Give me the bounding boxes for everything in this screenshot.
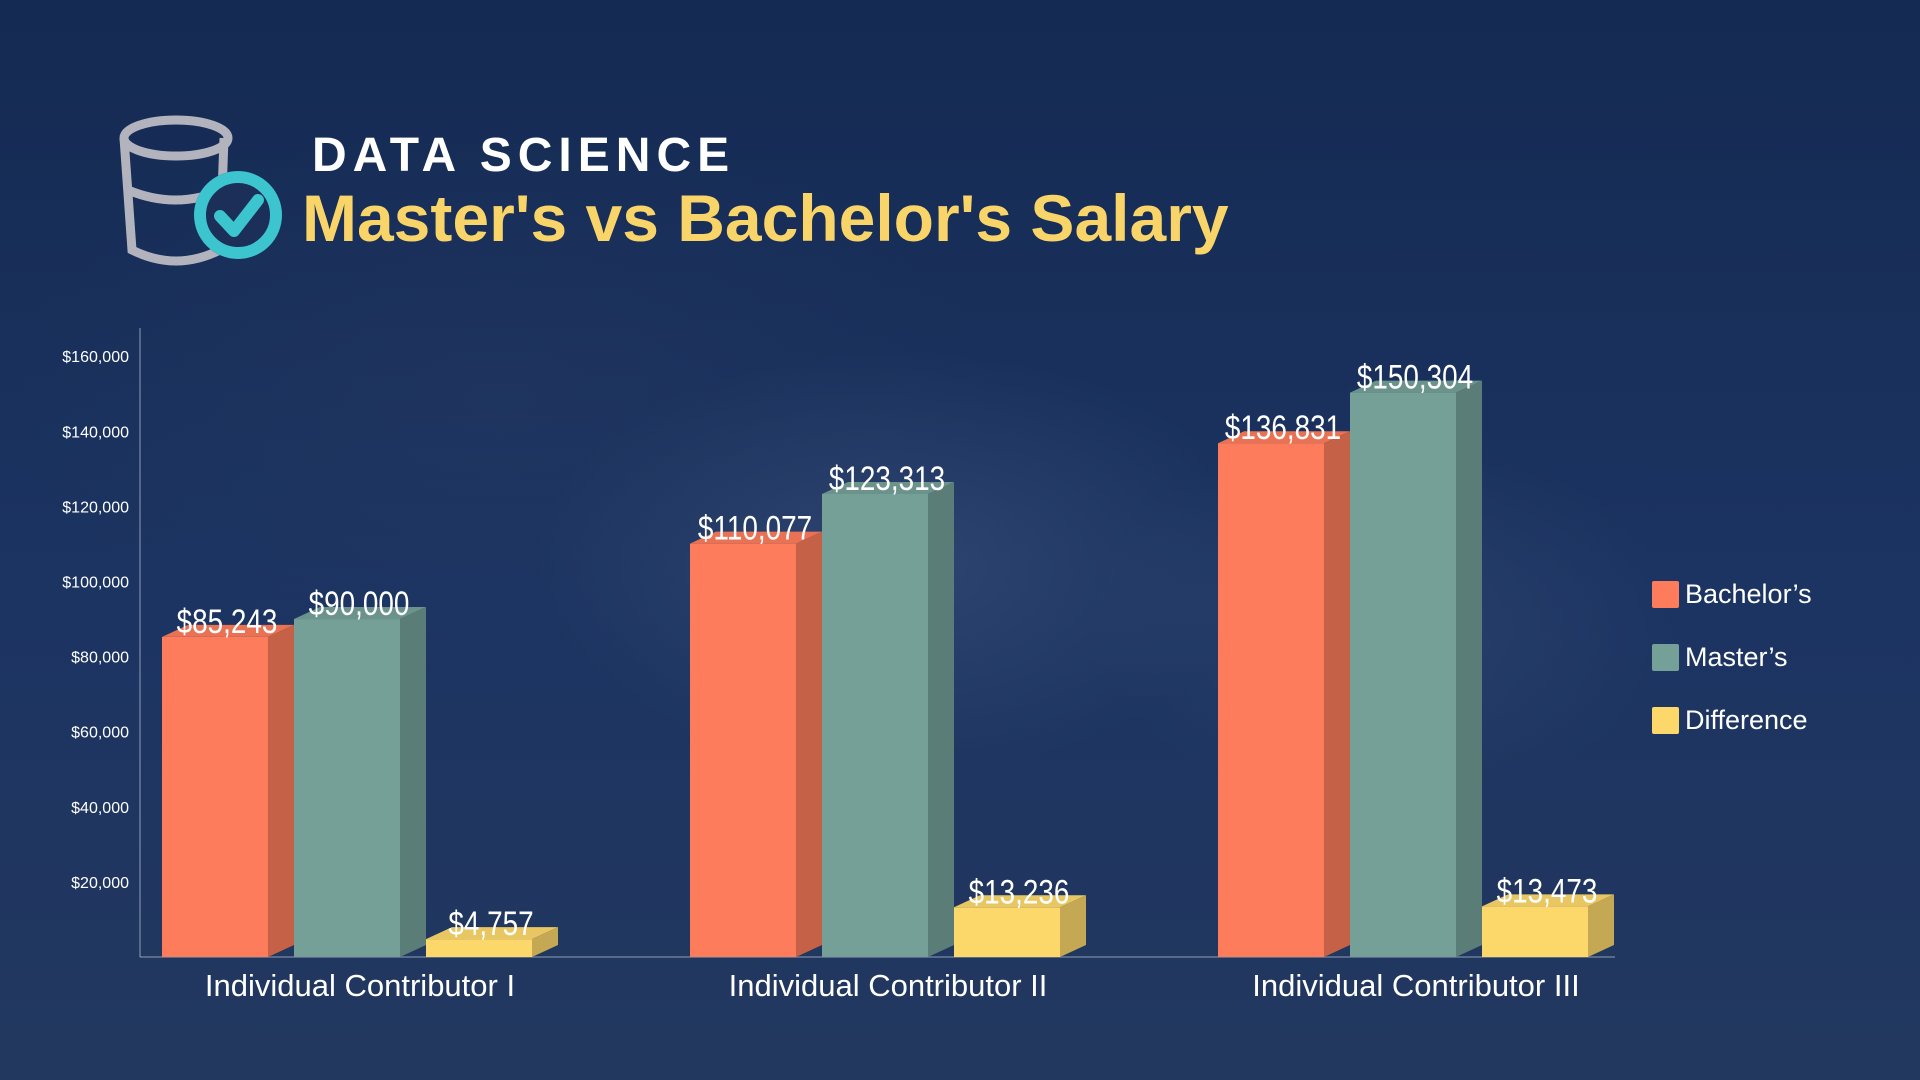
- bar-front-face: [1350, 392, 1456, 957]
- bar-masters: [294, 607, 426, 957]
- bar-bachelors: [1218, 431, 1350, 957]
- bar-side-face: [796, 531, 822, 957]
- bar-front-face: [822, 493, 928, 957]
- x-category-label: Individual Contributor I: [205, 968, 515, 1003]
- y-tick-label: $120,000: [62, 499, 129, 516]
- bar-top-face: [822, 481, 954, 494]
- bar-top-face: [1218, 431, 1350, 444]
- x-category-label: Individual Contributor II: [729, 968, 1048, 1003]
- data-label: $90,000: [309, 584, 410, 622]
- data-label: $13,473: [1497, 872, 1598, 910]
- legend-item-difference: Difference: [1652, 704, 1812, 735]
- bar-side-face: [1588, 894, 1614, 957]
- bar-front-face: [426, 939, 532, 957]
- data-label: $13,236: [969, 873, 1070, 911]
- legend-label-bachelors: Bachelor’s: [1685, 578, 1812, 609]
- bar-difference: [954, 895, 1086, 957]
- bar-front-face: [1482, 906, 1588, 957]
- bar-front-face: [954, 907, 1060, 957]
- bar-side-face: [1324, 431, 1350, 957]
- bars: $85,243 $90,000 $4,757 $110,077 $123,313 $13,…: [162, 358, 1614, 957]
- bar-top-face: [954, 895, 1086, 908]
- data-label: $136,831: [1225, 409, 1341, 447]
- bar-top-face: [162, 624, 294, 637]
- page-title: Master's vs Bachelor's Salary: [302, 181, 1229, 255]
- bar-masters: [1350, 380, 1482, 957]
- database-check-icon: [119, 115, 282, 266]
- bar-bachelors: [162, 624, 294, 957]
- eyebrow-heading: DATA SCIENCE: [312, 129, 736, 182]
- bar-bachelors: [690, 531, 822, 957]
- data-label: $85,243: [177, 602, 278, 640]
- legend-swatch-masters: [1652, 643, 1679, 671]
- y-tick-label: $20,000: [71, 875, 129, 892]
- bar-front-face: [294, 619, 400, 957]
- bar-top-face: [426, 927, 558, 940]
- y-tick-label: $80,000: [71, 650, 129, 667]
- x-axis-labels: Individual Contributor I Individual Contr…: [205, 968, 1580, 1003]
- bar-side-face: [532, 927, 558, 957]
- bar-front-face: [1218, 443, 1324, 957]
- data-label: $110,077: [698, 509, 812, 547]
- y-tick-label: $160,000: [62, 349, 129, 366]
- y-tick-label: $140,000: [62, 424, 129, 441]
- x-category-label: Individual Contributor III: [1252, 968, 1579, 1003]
- data-label: $150,304: [1357, 358, 1473, 396]
- legend-swatch-bachelors: [1652, 580, 1679, 608]
- bar-front-face: [162, 636, 268, 957]
- y-tick-label: $60,000: [71, 725, 129, 742]
- y-tick-label: $40,000: [71, 800, 129, 817]
- legend: Bachelor’s Master’s Difference: [1652, 578, 1812, 769]
- bar-top-face: [1482, 894, 1614, 907]
- data-label: $123,313: [829, 459, 945, 497]
- bar-side-face: [1060, 895, 1086, 957]
- bar-front-face: [690, 543, 796, 957]
- bar-top-face: [294, 607, 426, 620]
- legend-item-bachelors: Bachelor’s: [1652, 578, 1812, 609]
- legend-item-masters: Master’s: [1652, 641, 1812, 672]
- bar-top-face: [1350, 380, 1482, 393]
- bar-side-face: [268, 624, 294, 957]
- bar-difference: [1482, 894, 1614, 957]
- bar-top-face: [690, 531, 822, 544]
- data-label: $4,757: [448, 905, 533, 943]
- bar-difference: [426, 927, 558, 957]
- legend-label-masters: Master’s: [1685, 641, 1788, 672]
- bar-side-face: [400, 607, 426, 957]
- bar-masters: [822, 481, 954, 957]
- y-tick-label: $100,000: [62, 575, 129, 592]
- bar-side-face: [928, 481, 954, 957]
- legend-swatch-difference: [1652, 706, 1679, 734]
- bar-side-face: [1456, 380, 1482, 957]
- legend-label-difference: Difference: [1685, 704, 1808, 735]
